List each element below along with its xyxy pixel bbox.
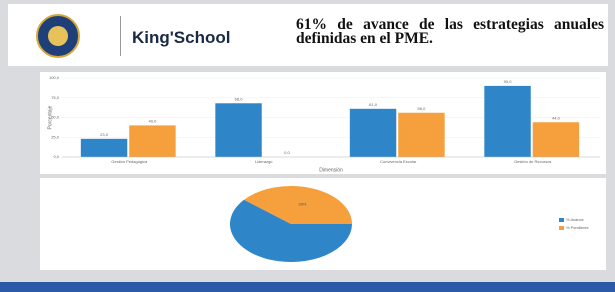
pie-label: 39% xyxy=(298,201,306,206)
data-label: 90,0 xyxy=(504,79,513,84)
bar xyxy=(398,113,444,157)
charts: 0,025,050,075,0100,0PorcentajeDimensiónG… xyxy=(0,0,615,282)
y-axis-label: Porcentaje xyxy=(47,105,53,129)
x-tick-label: Convivencia Escolar xyxy=(380,159,417,164)
bar xyxy=(129,125,175,157)
footer-bar xyxy=(0,282,615,292)
x-tick-label: Liderazgo xyxy=(255,159,273,164)
bar xyxy=(350,109,396,157)
bar xyxy=(81,139,127,157)
data-label: 40,0 xyxy=(149,118,158,123)
data-label: 56,0 xyxy=(418,106,427,111)
x-axis-label: Dimensión xyxy=(319,167,343,173)
data-label: 44,0 xyxy=(552,115,561,120)
legend-swatch xyxy=(559,226,564,230)
y-tick-label: 0,0 xyxy=(53,154,59,159)
bar xyxy=(484,86,530,157)
y-tick-label: 75,0 xyxy=(51,95,60,100)
x-tick-label: Gestión Pedagógica xyxy=(111,159,148,164)
bar xyxy=(533,122,579,157)
data-label: 23,0 xyxy=(100,132,109,137)
legend-label: % Pendiente xyxy=(566,225,589,230)
slide: King'School 61% de avance de las estrate… xyxy=(0,0,615,292)
data-label: 68,0 xyxy=(235,96,244,101)
legend-label: % Avance xyxy=(566,217,584,222)
bar xyxy=(215,103,261,157)
data-label: 61,0 xyxy=(369,102,378,107)
y-tick-label: 100,0 xyxy=(49,75,60,80)
legend-swatch xyxy=(559,218,564,222)
data-label: 0,0 xyxy=(284,150,290,155)
y-tick-label: 25,0 xyxy=(51,134,60,139)
x-tick-label: Gestión de Recursos xyxy=(514,159,551,164)
